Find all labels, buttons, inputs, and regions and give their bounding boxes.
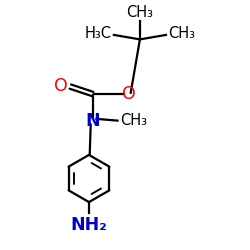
Text: CH₃: CH₃	[120, 112, 147, 128]
Text: O: O	[54, 77, 67, 95]
Text: CH₃: CH₃	[168, 26, 196, 42]
Text: O: O	[122, 85, 136, 103]
Text: CH₃: CH₃	[126, 5, 154, 20]
Text: NH₂: NH₂	[70, 216, 108, 234]
Text: H₃C: H₃C	[84, 26, 111, 42]
Text: N: N	[86, 112, 100, 130]
